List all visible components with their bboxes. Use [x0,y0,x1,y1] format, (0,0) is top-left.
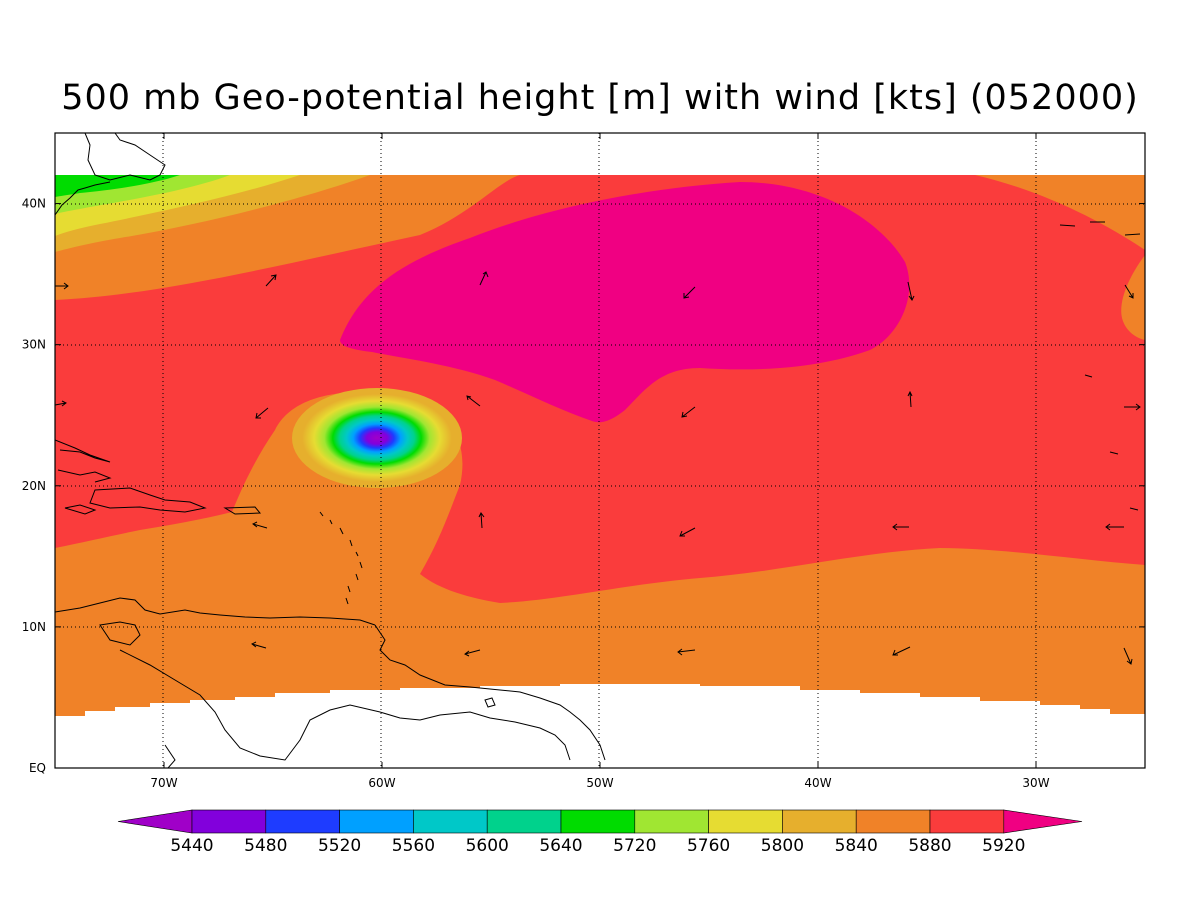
map-title: 500 mb Geo-potential height [m] with win… [61,78,1139,118]
axis-ticks: 70W 60W 50W 40W 30W EQ 10N 20N 30N 40N [22,133,1145,790]
height-field [55,133,1145,768]
colorbar-level-label: 5640 [539,836,582,856]
lat-tick-label: 20N [22,479,46,493]
colorbar-low-arrow [117,809,193,834]
colorbar-swatch [265,809,340,834]
colorbar-swatch [339,809,414,834]
colorbar-swatch [486,809,562,834]
closed-low [292,388,462,488]
colorbar-swatch [191,809,267,834]
colorbar-level-label: 5880 [908,836,951,856]
colorbar-high-arrow [1003,809,1083,834]
coastlines [55,133,1141,768]
colorbar-swatch [413,809,488,834]
colorbar-level-label: 5600 [466,836,509,856]
colorbar-swatch [634,809,709,834]
colorbar-swatch [708,809,783,834]
colorbar-swatch [929,809,1005,834]
no-data-south [55,684,1145,768]
gridlines [55,133,1145,768]
colorbar-level-label: 5440 [170,836,213,856]
lon-tick-label: 70W [150,776,177,790]
height-band-5720-nw [55,175,180,197]
colorbar-level-label: 5560 [392,836,435,856]
colorbar-level-label: 5920 [982,836,1025,856]
colorbar: 5440 5480 5520 5560 5600 5640 5720 5760 5800 5840… [117,809,1083,856]
colorbar-level-label: 5840 [835,836,878,856]
height-band-5920 [340,182,910,423]
lat-tick-label: 40N [22,197,46,211]
colorbar-level-label: 5760 [687,836,730,856]
wind-arrows [55,271,1141,665]
colorbar-swatch [855,809,931,834]
lon-tick-label: 30W [1022,776,1049,790]
colorbar-level-label: 5520 [318,836,361,856]
lat-tick-label: 10N [22,620,46,634]
colorbar-level-label: 5480 [244,836,287,856]
lat-tick-label: 30N [22,338,46,352]
colorbar-swatch [782,809,857,834]
lon-tick-label: 60W [368,776,395,790]
colorbar-swatch [560,809,636,834]
lon-tick-label: 50W [586,776,613,790]
colorbar-level-label: 5800 [761,836,804,856]
lon-tick-label: 40W [804,776,831,790]
colorbar-level-label: 5720 [613,836,656,856]
lat-tick-label: EQ [29,761,46,775]
